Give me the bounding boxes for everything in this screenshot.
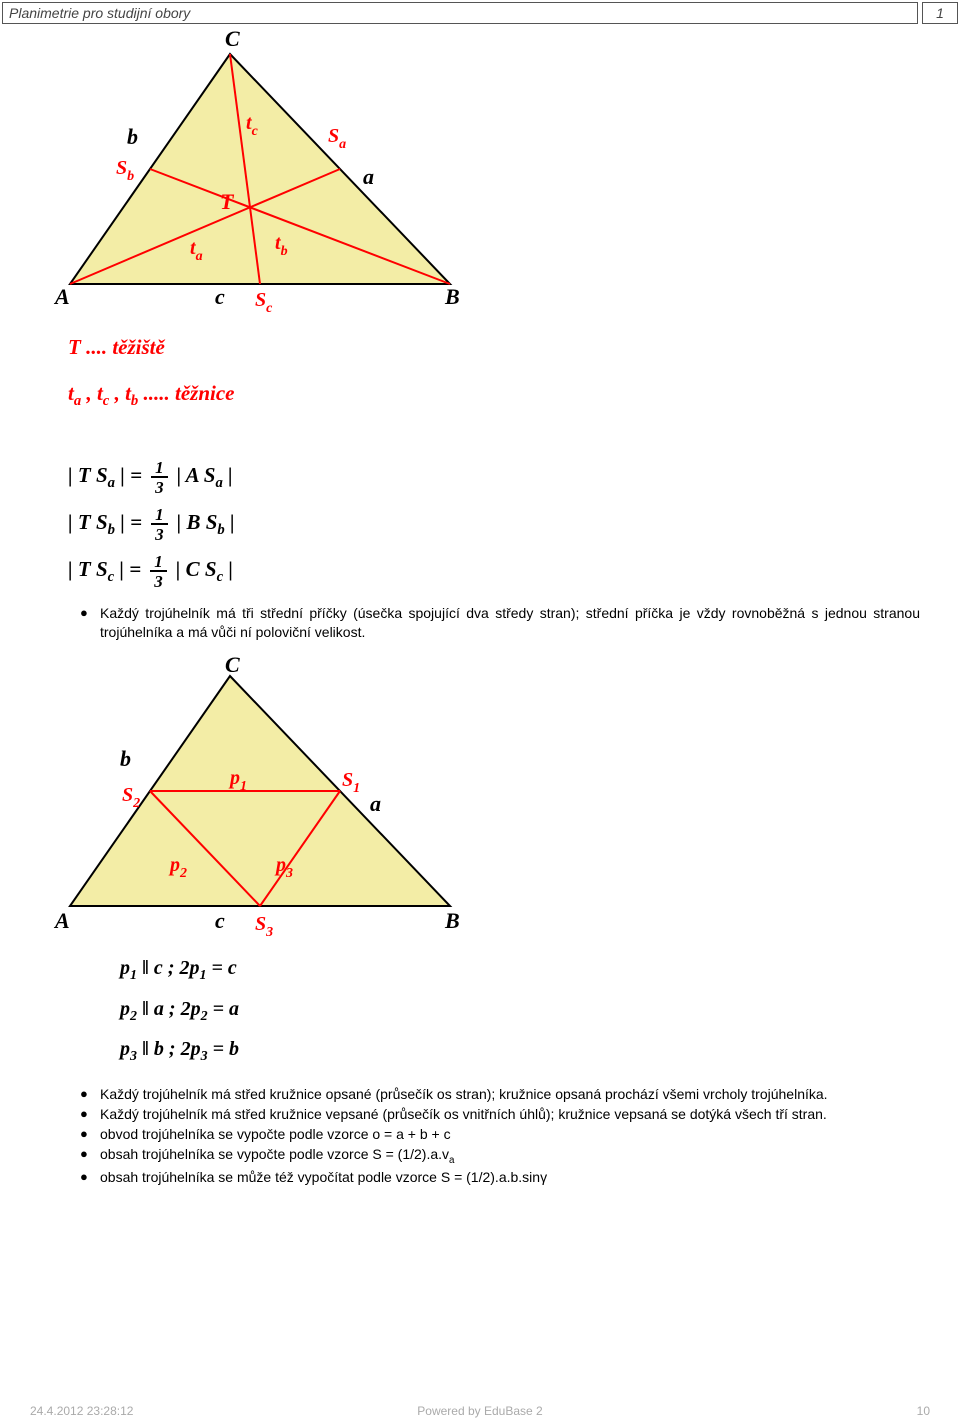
bullet-midsegments: Každý trojúhelník má tři střední příčky … bbox=[80, 604, 920, 642]
header-page-number: 1 bbox=[922, 2, 958, 24]
label2-p3: p bbox=[274, 854, 286, 876]
label2-b: b bbox=[120, 746, 131, 771]
svg-text:Sc: Sc bbox=[255, 289, 273, 316]
label2-S1: S bbox=[342, 769, 353, 791]
header-title: Planimetrie pro studijní obory bbox=[2, 2, 918, 24]
svg-text:S2: S2 bbox=[122, 784, 140, 811]
bullet-circumcircle: Každý trojúhelník má střed kružnice opsa… bbox=[80, 1085, 920, 1104]
footer: 24.4.2012 23:28:12 Powered by EduBase 2 … bbox=[0, 1404, 960, 1418]
caption-medians: ta , tc , tb ..... těžnice bbox=[68, 381, 234, 405]
label-Sc: S bbox=[255, 289, 266, 311]
label2-p2: p bbox=[168, 854, 180, 876]
label-Sb: S bbox=[116, 157, 127, 179]
centroid-equations: | T Sa | = 13 | A Sa | | T Sb | = 13 | B… bbox=[68, 459, 920, 590]
svg-text:S3: S3 bbox=[255, 913, 273, 940]
label2-a: a bbox=[370, 791, 381, 816]
svg-text:S1: S1 bbox=[342, 769, 360, 796]
label-C: C bbox=[225, 26, 240, 51]
label-A: A bbox=[53, 284, 70, 309]
label2-A: A bbox=[53, 908, 70, 933]
svg-text:Sa: Sa bbox=[328, 125, 346, 152]
label2-B: B bbox=[444, 908, 460, 933]
label2-p1: p bbox=[228, 767, 240, 789]
bullet-area-height: obsah trojúhelníka se vypočte podle vzor… bbox=[80, 1145, 920, 1167]
header: Planimetrie pro studijní obory 1 bbox=[0, 0, 960, 24]
label2-C: C bbox=[225, 656, 240, 677]
label2-S2: S bbox=[122, 784, 133, 806]
label2-c: c bbox=[215, 908, 225, 933]
figure-triangle-medians: A B C b a c Sa Sb Sc ta tb tc bbox=[30, 24, 920, 337]
label-c: c bbox=[215, 284, 225, 309]
label-a: a bbox=[363, 164, 374, 189]
footer-date: 24.4.2012 23:28:12 bbox=[30, 1404, 330, 1418]
footer-page: 10 bbox=[630, 1404, 930, 1418]
bullet-perimeter: obvod trojúhelníka se vypočte podle vzor… bbox=[80, 1125, 920, 1144]
label-Sa: S bbox=[328, 125, 339, 147]
footer-powered: Powered by EduBase 2 bbox=[330, 1404, 630, 1418]
label2-S3: S bbox=[255, 913, 266, 935]
label-b: b bbox=[127, 124, 138, 149]
figure-triangle-midsegments: A B C b a c S1 S2 S3 p1 p2 p3 bbox=[30, 656, 920, 949]
midsegment-equations: p1 ‖ c ; 2p1 = c p2 ‖ a ; 2p2 = a p3 ‖ b… bbox=[120, 949, 920, 1071]
bullet-area-sine: obsah trojúhelníka se může též vypočítat… bbox=[80, 1168, 920, 1187]
bullet-incircle: Každý trojúhelník má střed kružnice veps… bbox=[80, 1105, 920, 1124]
svg-text:Sb: Sb bbox=[116, 157, 134, 184]
label-T: T bbox=[220, 189, 235, 214]
label-B: B bbox=[444, 284, 460, 309]
